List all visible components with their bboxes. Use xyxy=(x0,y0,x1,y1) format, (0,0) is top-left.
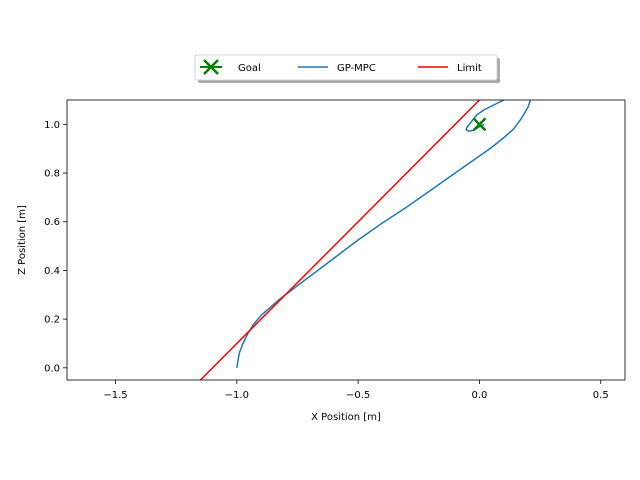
y-axis-label: Z Position [m] xyxy=(17,205,28,275)
legend-goal-label: Goal xyxy=(238,63,261,74)
y-tick-label: 1.0 xyxy=(44,120,60,131)
legend-item-limit: Limit xyxy=(418,63,482,74)
legend-item-goal: Goal xyxy=(200,59,261,75)
series-layer xyxy=(199,100,532,380)
legend-box xyxy=(194,54,498,81)
legend-goal-x-marker xyxy=(203,59,219,75)
x-tick-label: −1.5 xyxy=(103,390,127,401)
y-axis-ticks: 0.0 0.2 0.4 0.6 0.8 1.0 xyxy=(44,120,67,374)
x-tick-label: 0.0 xyxy=(471,390,487,401)
plot-frame xyxy=(66,99,626,381)
limit-line xyxy=(199,100,480,380)
legend: Goal GP-MPC Limit xyxy=(194,54,500,83)
x-tick-label: 0.5 xyxy=(593,390,609,401)
legend-item-gp-mpc: GP-MPC xyxy=(298,63,376,74)
y-tick-label: 0.8 xyxy=(44,169,60,180)
y-tick-label: 0.4 xyxy=(44,266,60,277)
goal-marker xyxy=(472,117,487,132)
x-tick-label: −1.0 xyxy=(225,390,249,401)
gp-mpc-line xyxy=(236,100,532,368)
x-tick-label: −0.5 xyxy=(346,390,370,401)
x-axis-ticks: −1.5 −1.0 −0.5 0.0 0.5 xyxy=(103,380,609,401)
gp-mpc-loop-line xyxy=(465,100,505,132)
y-tick-label: 0.0 xyxy=(44,363,60,374)
legend-limit-label: Limit xyxy=(457,63,482,74)
y-tick-label: 0.6 xyxy=(44,217,60,228)
y-tick-label: 0.2 xyxy=(44,315,60,326)
x-axis-label: X Position [m] xyxy=(311,412,381,423)
legend-gp-mpc-label: GP-MPC xyxy=(337,63,376,74)
